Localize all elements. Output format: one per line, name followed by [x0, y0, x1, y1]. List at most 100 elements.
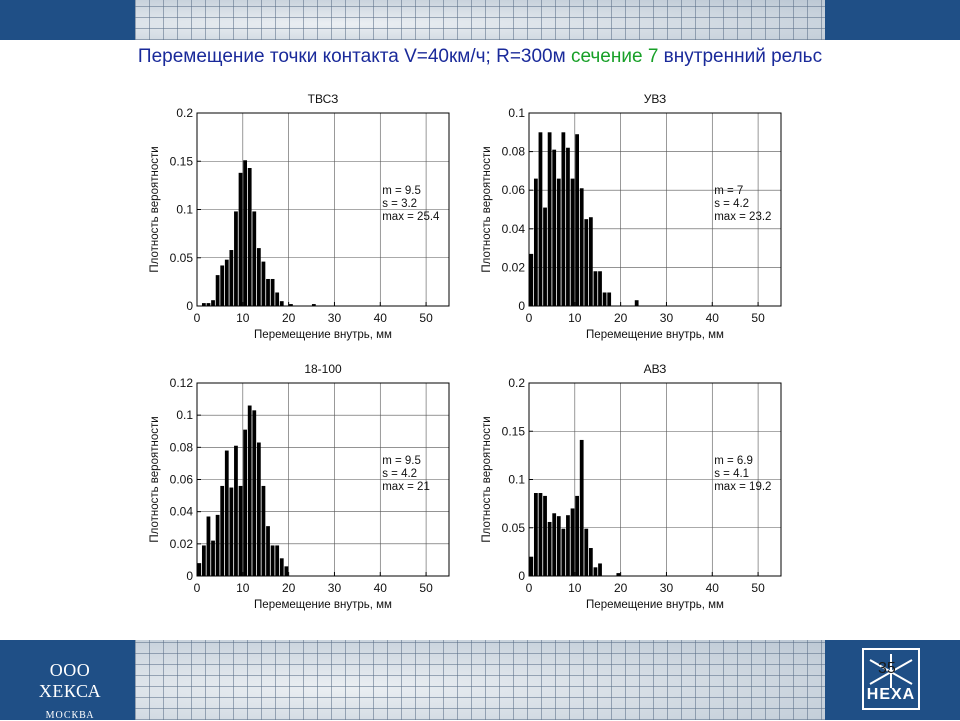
histogram-bar [602, 292, 607, 306]
stat-annotation: m = 9.5 [382, 185, 421, 197]
x-axis-label: Перемещение внутрь, мм [254, 599, 392, 611]
histogram-bar [607, 292, 612, 306]
histogram-bar [533, 178, 538, 306]
x-tick-label: 10 [568, 581, 582, 595]
x-axis-label: Перемещение внутрь, мм [586, 599, 724, 611]
histogram-bar [197, 563, 202, 576]
histogram-bar [206, 303, 211, 306]
x-tick-label: 30 [660, 311, 674, 325]
y-tick-label: 0.04 [170, 505, 194, 519]
slide-title-section: сечение 7 [570, 46, 659, 67]
histogram-bar [238, 485, 243, 576]
histogram-bar [279, 558, 284, 576]
histogram-bar [252, 211, 257, 306]
histogram-bar [533, 493, 538, 576]
histogram-bar [570, 508, 575, 576]
histogram-bar [247, 405, 252, 576]
y-tick-label: 0.1 [508, 106, 525, 120]
y-tick-label: 0.12 [170, 376, 194, 390]
x-tick-label: 40 [706, 581, 720, 595]
chart-title: 18-100 [304, 362, 342, 376]
top-banner-mesh-image [135, 0, 825, 40]
y-tick-label: 0.15 [170, 154, 194, 168]
y-tick-label: 0.08 [170, 440, 194, 454]
hexa-logo: HEXA [862, 648, 920, 710]
y-tick-label: 0.05 [170, 251, 194, 265]
histogram-bar [561, 528, 566, 576]
company-name: ООО ХЕКСА [38, 660, 102, 701]
page-number: 35 [878, 660, 896, 677]
stat-annotation: s = 4.2 [382, 468, 417, 480]
histogram-bar [256, 248, 261, 306]
histogram-bar [266, 526, 270, 576]
histogram-bar [275, 545, 280, 576]
histogram-bar [552, 149, 557, 306]
histogram-bar [566, 515, 570, 576]
histogram-bar [211, 540, 215, 576]
stat-annotation: m = 6.9 [714, 455, 753, 467]
histogram-svg: 0 10 20 30 40 50 0 0.02 0.04 0.06 0.08 0.1 0.12 18-10… [149, 362, 450, 611]
histogram-bar [538, 132, 543, 306]
histogram-bar [275, 292, 280, 306]
histogram-bar [584, 528, 589, 576]
y-tick-label: 0.04 [502, 222, 526, 236]
x-tick-label: 10 [236, 311, 250, 325]
stat-annotation: max = 23.2 [714, 211, 771, 223]
y-tick-label: 0 [518, 299, 525, 313]
histogram-bar [289, 304, 293, 306]
histogram-bar [575, 134, 579, 306]
histogram-bar [593, 271, 598, 306]
histogram-bar [570, 178, 575, 306]
x-tick-label: 50 [419, 311, 433, 325]
chart-title: УВЗ [644, 92, 666, 106]
company-block: ООО ХЕКСА МОСКВА [20, 660, 120, 721]
x-tick-label: 40 [374, 311, 388, 325]
histogram-bar [529, 253, 534, 306]
y-axis-label: Плотность вероятности [149, 416, 161, 542]
plot-frame [528, 112, 782, 307]
x-tick-label: 10 [236, 581, 250, 595]
histogram-avz: 0 10 20 30 40 50 0 0.05 0.1 0.15 0.2 АВЗ Перемещение… [472, 356, 802, 618]
y-tick-label: 0 [518, 569, 525, 583]
y-tick-label: 0.08 [502, 145, 526, 159]
histogram-bar [220, 265, 225, 306]
x-tick-label: 0 [526, 311, 533, 325]
y-tick-label: 0.2 [508, 376, 525, 390]
histogram-bar [547, 521, 552, 576]
histogram-bar [584, 219, 589, 306]
histogram-bar [547, 132, 552, 306]
y-axis-label: Плотность вероятности [149, 146, 161, 272]
histogram-bar [284, 566, 289, 576]
y-axis-label: Плотность вероятности [481, 146, 493, 272]
x-tick-label: 50 [751, 581, 765, 595]
histogram-bar [261, 485, 266, 576]
histogram-bar [543, 207, 547, 306]
x-tick-label: 0 [194, 311, 201, 325]
stat-annotation: s = 4.1 [714, 468, 749, 480]
slide-title-main: Перемещение точки контакта V=40км/ч; R=3… [137, 46, 566, 67]
histogram-bar [598, 563, 602, 576]
stat-annotation: s = 3.2 [382, 198, 417, 210]
histogram-svg: 0 10 20 30 40 50 0 0.02 0.04 0.06 0.08 0.1 УВЗ Переме… [481, 92, 782, 341]
stat-annotation: s = 4.2 [714, 198, 749, 210]
y-tick-label: 0.06 [502, 183, 526, 197]
x-tick-label: 20 [282, 311, 296, 325]
x-tick-label: 50 [419, 581, 433, 595]
x-tick-label: 0 [194, 581, 201, 595]
y-tick-label: 0.1 [176, 408, 193, 422]
histogram-bar [588, 217, 593, 306]
histogram-bar [270, 545, 275, 576]
x-tick-label: 20 [614, 311, 628, 325]
stat-annotation: max = 21 [382, 481, 430, 493]
company-city: МОСКВА [45, 710, 95, 721]
y-tick-label: 0.02 [170, 537, 194, 551]
histogram-bar [543, 495, 547, 576]
histogram-bar [575, 495, 579, 576]
slide-title: Перемещение точки контакта V=40км/ч; R=3… [0, 46, 960, 68]
histogram-bar [220, 485, 225, 576]
x-axis-label: Перемещение внутрь, мм [254, 329, 392, 341]
y-tick-label: 0.05 [502, 521, 526, 535]
x-tick-label: 50 [751, 311, 765, 325]
x-tick-label: 0 [526, 581, 533, 595]
histogram-bar [252, 410, 257, 576]
